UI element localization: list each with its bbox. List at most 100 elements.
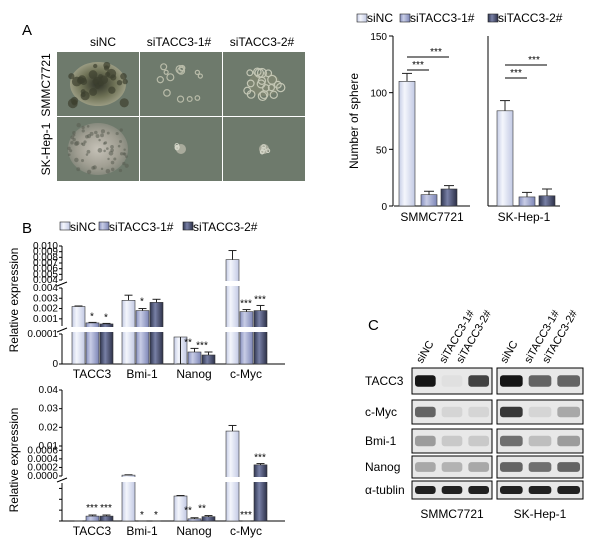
blot-band-nanog-sinc bbox=[500, 462, 523, 472]
micrograph-column-sitacc3-2: siTACC3-2# bbox=[230, 35, 295, 49]
significance-mark: *** bbox=[196, 340, 208, 351]
sphere-cell bbox=[194, 69, 201, 76]
relative-expression-chart-top: siNC siTACC3-1# siTACC3-2#0.0040.0050.0060… bbox=[7, 220, 288, 381]
y-tick-label: 0.005 bbox=[33, 269, 58, 280]
sphere-cell bbox=[108, 86, 116, 94]
legend-label-sitacc3-2: siTACC3-2# bbox=[193, 220, 258, 234]
sphere-cell bbox=[92, 78, 99, 85]
y-tick-label: 0.002 bbox=[33, 304, 58, 315]
significance-mark: *** bbox=[412, 60, 424, 71]
micrograph-tile bbox=[57, 52, 139, 116]
bar-sitacc3-1-nanog bbox=[187, 518, 202, 522]
significance-mark: *** bbox=[254, 452, 266, 463]
bar-sitacc3-1-c-myc bbox=[239, 311, 254, 365]
blot-band-tublin-sitacc3-2 bbox=[557, 486, 580, 494]
sphere-cell bbox=[116, 80, 123, 86]
sphere-cell bbox=[246, 69, 254, 77]
lane-label-sinc: siNC bbox=[414, 339, 436, 366]
y-tick-label: 50 bbox=[376, 145, 388, 156]
sphere-cell bbox=[186, 96, 193, 103]
y-tick-label: 0.001 bbox=[33, 314, 58, 325]
bar-sinc-sk-hep-1 bbox=[496, 110, 514, 207]
sphere-cell bbox=[261, 84, 270, 92]
blot-band-tacc3-sinc bbox=[415, 375, 436, 387]
category-label-nanog: Nanog bbox=[176, 367, 211, 381]
group-label-smmc7721: SMMC7721 bbox=[400, 210, 464, 224]
micrograph-tile bbox=[140, 117, 222, 181]
legend-label-sinc: siNC bbox=[367, 11, 393, 25]
bar-sitacc3-2-c-myc bbox=[253, 464, 268, 522]
sphere-cell bbox=[267, 83, 276, 92]
blot-band-tublin-sinc bbox=[415, 486, 436, 494]
y-tick-label: 100 bbox=[370, 89, 387, 100]
sphere-cell bbox=[125, 155, 128, 159]
axis-break-mark bbox=[56, 327, 68, 333]
sphere-cell bbox=[261, 146, 266, 152]
sphere-cell bbox=[246, 79, 255, 88]
bar-sitacc3-2-tacc3 bbox=[99, 515, 114, 522]
bar-sitacc3-1-sk-hep-1 bbox=[518, 196, 536, 207]
sphere-cell bbox=[269, 90, 278, 99]
blot-band-tacc3-sitacc3-2 bbox=[557, 375, 580, 387]
y-tick-label: 0 bbox=[381, 202, 387, 213]
sphere-cell bbox=[122, 152, 126, 155]
sphere-cell bbox=[163, 89, 171, 97]
sphere-cell bbox=[106, 147, 109, 150]
sphere-cell bbox=[163, 69, 169, 75]
sphere-cell bbox=[256, 67, 268, 79]
panel-label-a: A bbox=[22, 22, 32, 39]
blot-band-tacc3-sitacc3-1 bbox=[528, 375, 552, 387]
legend-swatch-sitacc3-2 bbox=[182, 221, 194, 231]
bar-sitacc3-1-nanog bbox=[187, 351, 202, 365]
bar-sitacc3-2-sk-hep-1 bbox=[538, 195, 556, 207]
significance-mark: *** bbox=[240, 299, 252, 310]
sphere-cell bbox=[123, 148, 126, 151]
bar-sitacc3-2-nanog bbox=[201, 354, 216, 365]
y-tick-label: 0 bbox=[52, 359, 58, 370]
sphere-cell bbox=[105, 168, 111, 174]
panel-label-b: B bbox=[22, 220, 32, 237]
blot-band-bmi-1-sitacc3-1 bbox=[528, 435, 552, 447]
sphere-cell bbox=[80, 142, 84, 145]
sphere-cell bbox=[246, 89, 256, 99]
sphere-cell bbox=[117, 144, 121, 148]
blot-band-c-myc-sitacc3-1 bbox=[441, 406, 463, 418]
sphere-cell bbox=[174, 145, 180, 151]
bar-sinc-tacc3 bbox=[71, 306, 86, 365]
y-tick-label: 0.007 bbox=[33, 258, 58, 269]
blot-band-tublin-sitacc3-2 bbox=[468, 486, 489, 494]
micrograph-background bbox=[140, 52, 222, 116]
significance-mark: *** bbox=[430, 47, 442, 58]
sphere-cell bbox=[122, 161, 126, 166]
y-axis-title: Relative expression bbox=[7, 248, 21, 353]
group-label-sk-hep-1: SK-Hep-1 bbox=[498, 210, 551, 224]
sphere-cell bbox=[77, 75, 87, 84]
blot-band-tacc3-sitacc3-2 bbox=[468, 375, 489, 387]
category-label-c-myc: c-Myc bbox=[230, 524, 262, 538]
blot-band-bmi-1-sitacc3-1 bbox=[441, 435, 463, 447]
sphere-cell bbox=[107, 157, 110, 161]
sphere-cell bbox=[80, 158, 85, 163]
sphere-cell bbox=[177, 66, 186, 75]
sphere-cell bbox=[118, 168, 123, 173]
blot-band-c-myc-sinc bbox=[415, 406, 436, 418]
axis-break-mark bbox=[56, 477, 68, 483]
sphere-cell bbox=[98, 138, 101, 142]
sphere-cell bbox=[100, 167, 104, 171]
y-tick-label: 150 bbox=[370, 32, 387, 43]
blot-band-c-myc-sitacc3-2 bbox=[557, 406, 580, 418]
axis-break bbox=[60, 477, 288, 482]
y-tick-label: 0.0001 bbox=[27, 329, 58, 340]
micrograph-column-sinc: siNC bbox=[90, 35, 116, 49]
sphere-cell bbox=[124, 163, 129, 168]
y-tick-label: 0.01 bbox=[39, 441, 59, 452]
sphere-cell bbox=[110, 160, 115, 165]
significance-mark: * bbox=[140, 510, 144, 521]
sphere-cell bbox=[115, 131, 119, 136]
y-tick-label: 0.010 bbox=[33, 241, 58, 252]
significance-mark: *** bbox=[240, 510, 252, 521]
sphere-cell bbox=[264, 69, 273, 78]
sphere-cell bbox=[103, 149, 106, 153]
y-tick-label: 0.009 bbox=[33, 247, 58, 258]
